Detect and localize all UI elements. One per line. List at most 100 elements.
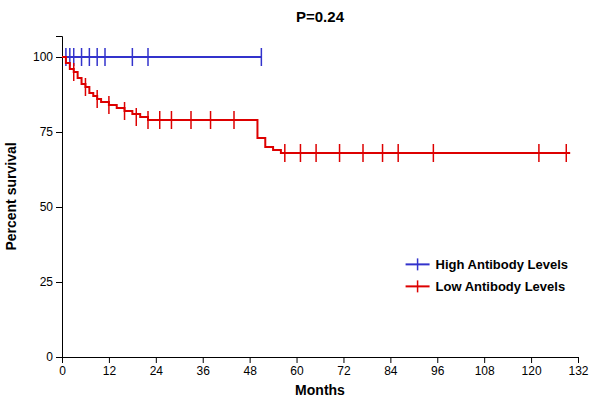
x-tick-mark xyxy=(250,357,251,363)
y-tick-mark xyxy=(56,357,62,358)
censor-mark xyxy=(147,111,149,129)
censor-mark xyxy=(538,144,540,162)
x-tick: 72 xyxy=(337,357,351,378)
y-tick: 0 xyxy=(46,350,62,364)
censor-mark xyxy=(382,144,384,162)
y-tick-mark xyxy=(56,132,62,133)
legend-item: High Antibody Levels xyxy=(406,257,568,272)
censor-mark xyxy=(96,48,98,66)
censor-mark xyxy=(124,102,126,120)
x-tick-label: 24 xyxy=(150,364,164,378)
x-tick-label: 48 xyxy=(243,364,257,378)
censor-mark xyxy=(136,108,138,126)
censor-marks xyxy=(74,63,567,162)
chart-container: 0 12 24 36 48 60 72 84 96 108 120 132 0 25 50 75 100 High… xyxy=(0,0,600,405)
x-tick-mark xyxy=(109,357,110,363)
censor-mark xyxy=(132,48,134,66)
censor-mark xyxy=(315,144,317,162)
censor-mark xyxy=(159,111,161,129)
x-tick: 12 xyxy=(103,357,117,378)
x-tick-label: 132 xyxy=(568,364,588,378)
y-axis-line xyxy=(56,37,63,358)
y-tick: 100 xyxy=(33,50,62,64)
x-tick: 36 xyxy=(197,357,211,378)
y-tick-mark xyxy=(56,282,62,283)
censor-mark xyxy=(89,48,91,66)
x-tick: 60 xyxy=(290,357,304,378)
censor-mark xyxy=(362,144,364,162)
x-tick-label: 0 xyxy=(59,364,66,378)
censor-mark xyxy=(108,96,110,114)
x-tick: 48 xyxy=(243,357,257,378)
x-axis-line xyxy=(63,358,579,364)
x-tick: 96 xyxy=(431,357,445,378)
x-tick-label: 60 xyxy=(290,364,304,378)
censor-mark xyxy=(190,111,192,129)
censor-mark xyxy=(339,144,341,162)
y-tick: 50 xyxy=(40,200,62,214)
km-curve xyxy=(62,56,261,58)
censor-mark xyxy=(300,144,302,162)
censor-mark xyxy=(233,111,235,129)
censor-mark xyxy=(104,48,106,66)
x-axis: 0 12 24 36 48 60 72 84 96 108 120 132 xyxy=(59,357,589,378)
x-tick-mark xyxy=(578,357,579,363)
censor-marks xyxy=(66,48,261,66)
censor-mark xyxy=(147,48,149,66)
x-tick-label: 12 xyxy=(103,364,117,378)
legend-swatch-tick xyxy=(417,280,419,292)
legend-swatch-tick xyxy=(417,258,419,270)
legend-label: High Antibody Levels xyxy=(436,257,568,272)
censor-mark xyxy=(85,78,87,96)
y-tick-mark xyxy=(56,57,62,58)
y-tick-label: 0 xyxy=(46,350,53,364)
y-tick-label: 100 xyxy=(33,50,53,64)
plot-area: 0 12 24 36 48 60 72 84 96 108 120 132 0 25 50 75 100 High… xyxy=(33,37,589,378)
x-tick: 108 xyxy=(475,357,495,378)
y-tick-mark xyxy=(56,207,62,208)
chart-svg: 0 12 24 36 48 60 72 84 96 108 120 132 0 25 50 75 100 High… xyxy=(0,0,600,405)
censor-mark xyxy=(433,144,435,162)
censor-mark xyxy=(284,144,286,162)
x-tick-mark xyxy=(437,357,438,363)
legend: High Antibody Levels Low Antibody Levels xyxy=(406,257,568,294)
y-tick-label: 25 xyxy=(40,275,54,289)
x-tick-label: 108 xyxy=(475,364,495,378)
y-tick-label: 50 xyxy=(40,200,54,214)
x-tick-label: 72 xyxy=(337,364,351,378)
x-tick-mark xyxy=(297,357,298,363)
x-tick-label: 120 xyxy=(522,364,542,378)
y-axis-title: Percent survival xyxy=(3,142,19,250)
x-tick-mark xyxy=(343,357,344,363)
x-axis-title: Months xyxy=(295,382,345,398)
title: P=0.24 xyxy=(296,8,345,25)
censor-mark xyxy=(566,144,568,162)
x-tick: 84 xyxy=(384,357,398,378)
censor-mark xyxy=(96,90,98,108)
censor-mark xyxy=(261,48,263,66)
censor-mark xyxy=(210,111,212,129)
marks xyxy=(62,48,570,162)
x-tick: 24 xyxy=(150,357,164,378)
km-curve xyxy=(62,57,570,153)
y-axis: 0 25 50 75 100 xyxy=(33,37,63,365)
censor-mark xyxy=(397,144,399,162)
x-tick-label: 84 xyxy=(384,364,398,378)
x-tick: 0 xyxy=(59,357,66,378)
x-tick-mark xyxy=(390,357,391,363)
y-tick: 25 xyxy=(40,275,62,289)
x-tick: 132 xyxy=(568,357,588,378)
x-tick-mark xyxy=(484,357,485,363)
y-tick-label: 75 xyxy=(40,125,54,139)
x-tick-mark xyxy=(203,357,204,363)
censor-mark xyxy=(171,111,173,129)
y-tick: 75 xyxy=(40,125,62,139)
censor-mark xyxy=(81,48,83,66)
legend-item: Low Antibody Levels xyxy=(406,279,566,294)
x-tick-label: 36 xyxy=(197,364,211,378)
legend-label: Low Antibody Levels xyxy=(436,279,566,294)
x-tick-label: 96 xyxy=(431,364,445,378)
censor-mark xyxy=(73,63,75,81)
x-tick-mark xyxy=(156,357,157,363)
x-tick: 120 xyxy=(522,357,542,378)
